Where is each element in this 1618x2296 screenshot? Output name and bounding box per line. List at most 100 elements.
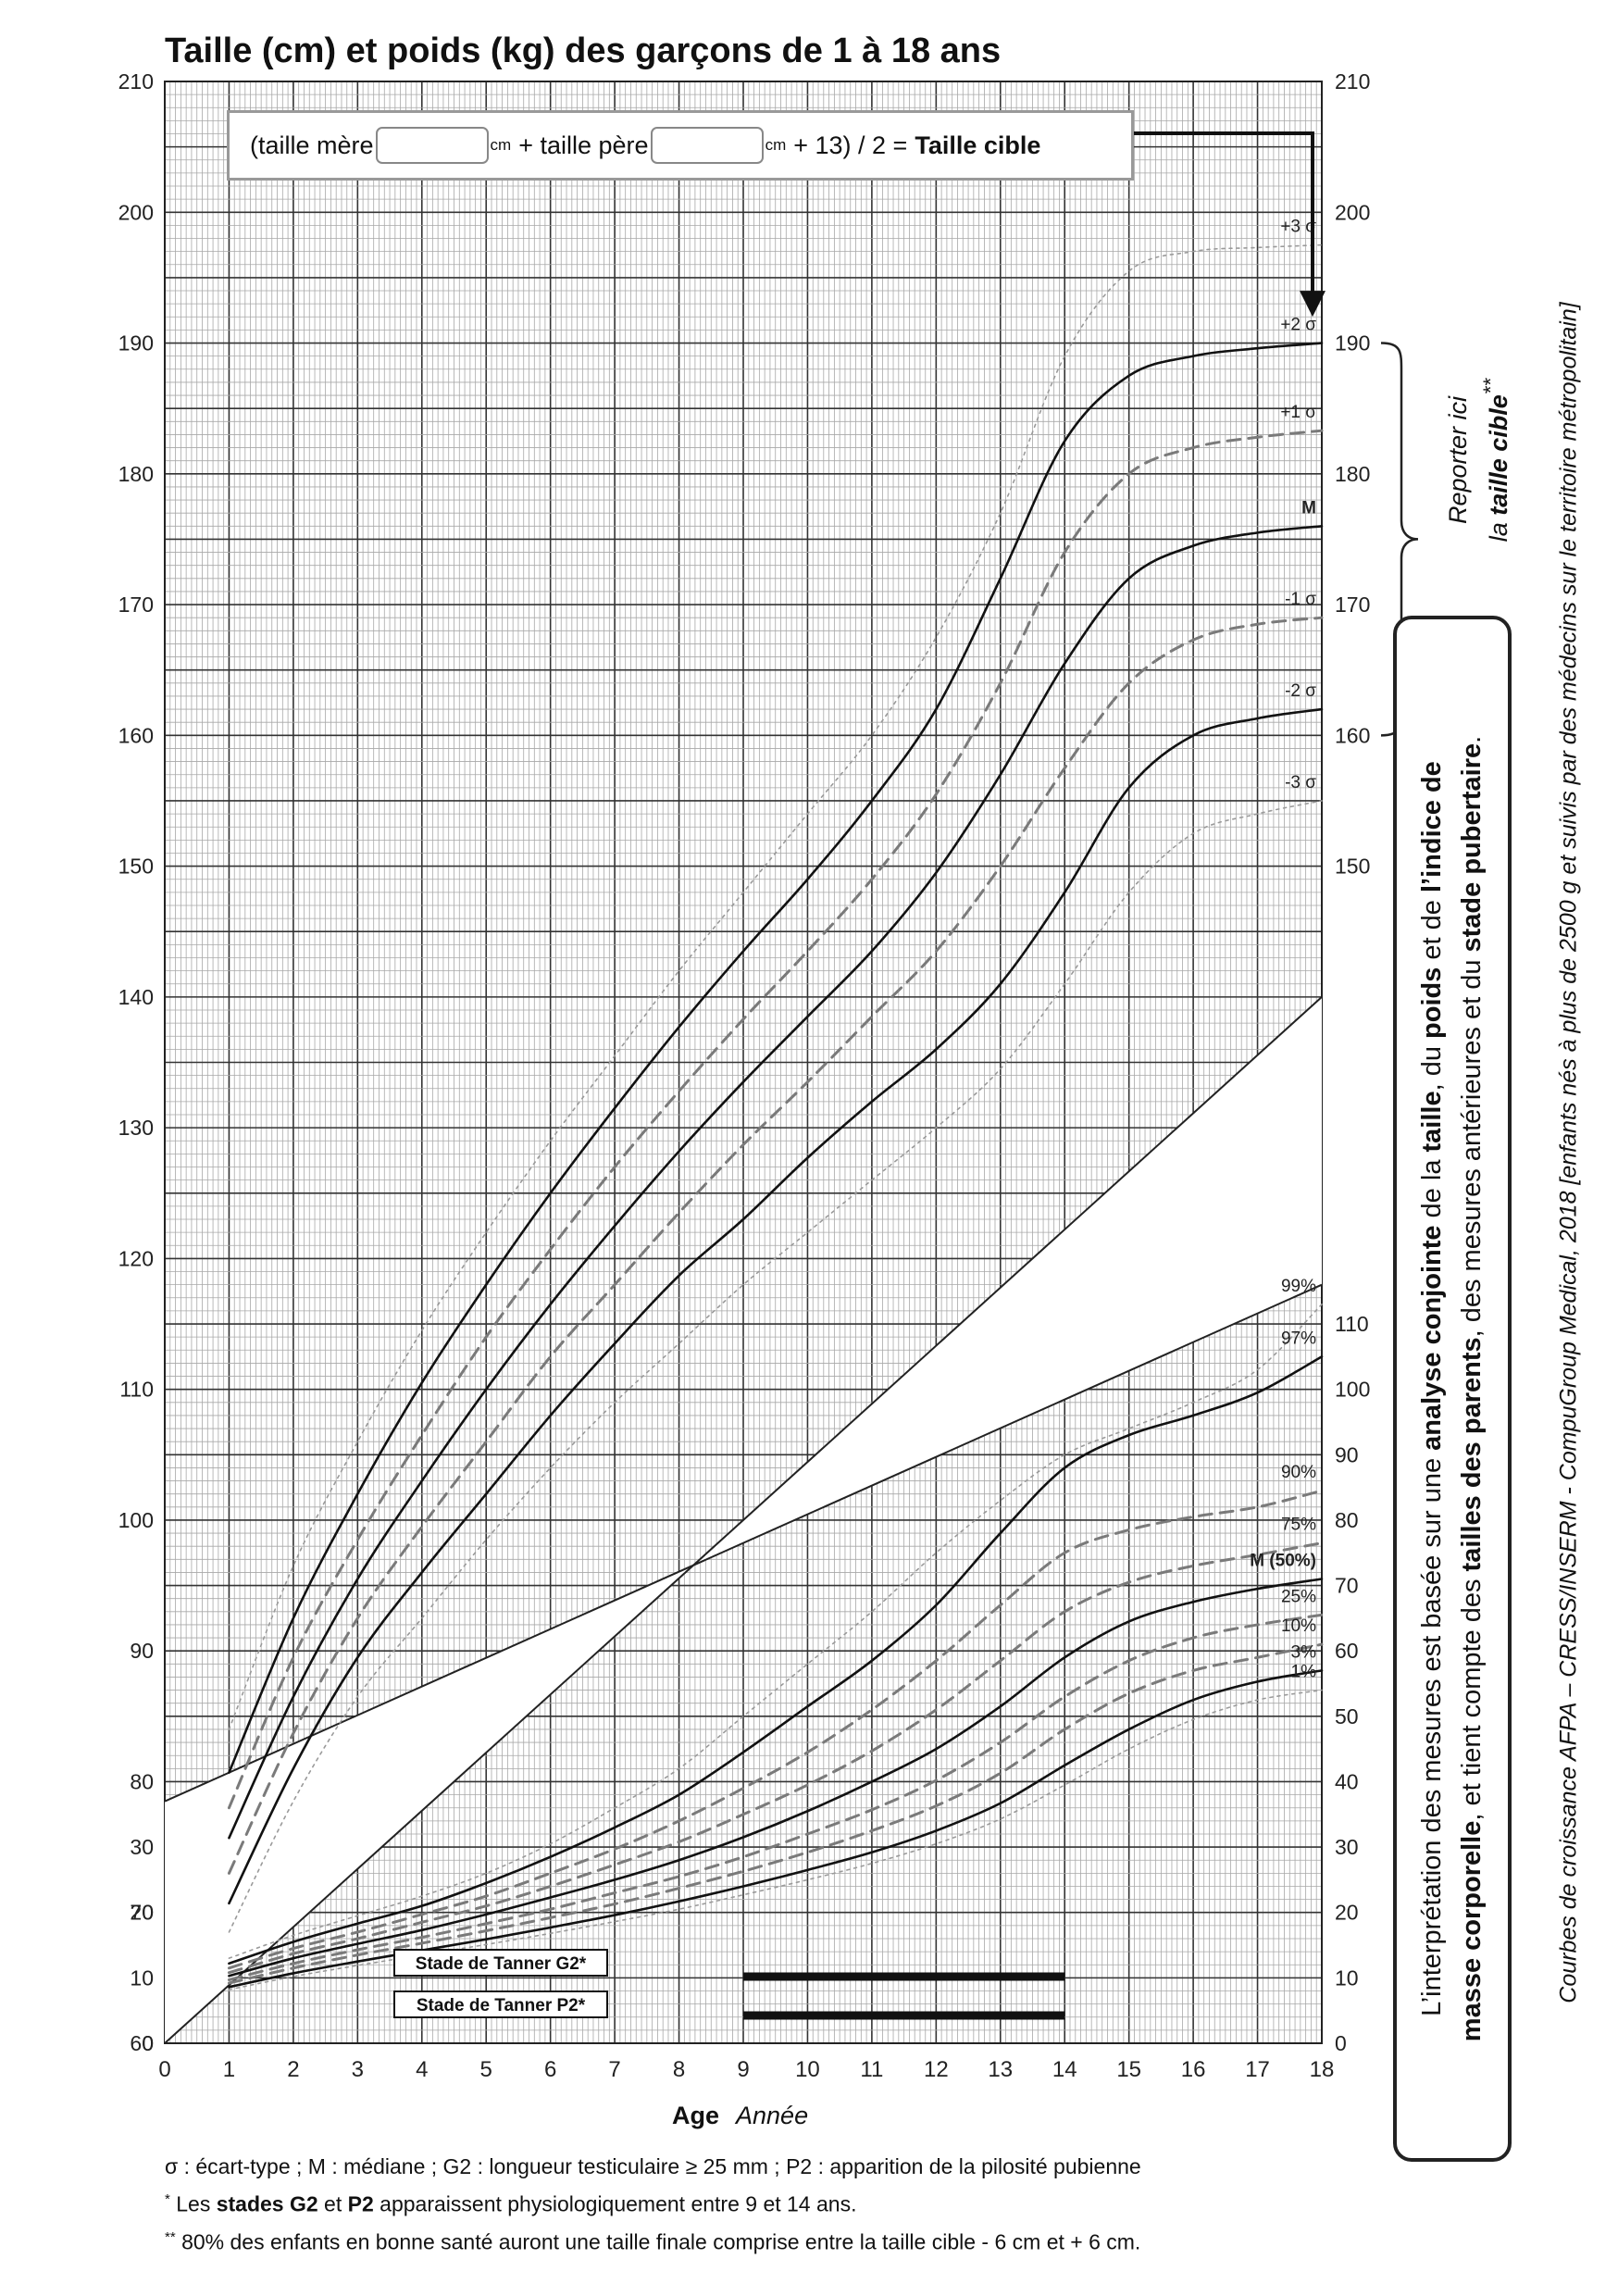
interpretation-line-1-part-5: poids — [1417, 967, 1447, 1039]
weight-curve-0 — [228, 1304, 1323, 1959]
x-tick-label: 10 — [795, 2057, 820, 2082]
footnote-2: * Les stades G2 et P2 apparaissent physi… — [165, 2183, 1141, 2221]
left-weight-tick-label: 10 — [130, 1965, 154, 1990]
separator-band-bottom — [164, 1283, 1323, 1803]
left-height-tick-label: 110 — [119, 1378, 154, 1402]
weight-curve-5 — [227, 1613, 1324, 1981]
footnote-2-c: et — [317, 2191, 348, 2216]
x-tick-label: 16 — [1181, 2057, 1206, 2082]
interpretation-box: L’interprétation des mesures est basée s… — [1393, 616, 1512, 2162]
x-tick-label: 18 — [1310, 2057, 1335, 2082]
separator-band — [164, 996, 1323, 2044]
left-height-tick-label: 80 — [130, 1769, 154, 1793]
interpretation-line-2-part-0: masse corporelle — [1457, 1820, 1487, 2042]
left-weight-tick-label: 20 — [130, 1901, 154, 1925]
right-weight-tick-label: 110 — [1335, 1312, 1369, 1336]
target-height-formula: (taille mère cm + taille père cm + 13) /… — [227, 110, 1134, 181]
report-line-2-bold: taille cible — [1485, 394, 1512, 516]
left-height-tick-label: 120 — [118, 1246, 154, 1270]
weight-curve-label-7: 3% — [1291, 1642, 1317, 1662]
weight-curve-label-5: 25% — [1281, 1587, 1316, 1606]
interpretation-line-2-part-3: , des mesures antérieures et du — [1457, 952, 1487, 1338]
footnotes: σ : écart-type ; M : médiane ; G2 : long… — [165, 2151, 1141, 2258]
x-tick-label: 14 — [1052, 2057, 1077, 2082]
formula-rest: + 13) / 2 = — [793, 131, 908, 159]
father-height-field[interactable] — [650, 127, 764, 164]
interpretation-line-1-part-6: et de — [1417, 892, 1447, 967]
page-title: Taille (cm) et poids (kg) des garçons de… — [165, 31, 1002, 70]
left-height-tick-label: 90 — [130, 1639, 154, 1663]
footnote-3: ** 80% des enfants en bonne santé auront… — [165, 2221, 1141, 2259]
height-curve-3 — [228, 525, 1324, 1840]
left-height-tick-label: 60 — [130, 2031, 154, 2055]
x-tick-label: 15 — [1116, 2057, 1141, 2082]
height-curve-label-4: -1 σ — [1285, 590, 1316, 609]
weight-curve-3 — [227, 1541, 1324, 1975]
source-note: Courbes de croissance AFPA – CRESS/INSER… — [1555, 302, 1582, 2003]
x-tick-label: 17 — [1245, 2057, 1270, 2082]
right-weight-tick-label: 100 — [1335, 1378, 1370, 1402]
report-line-2-sup: ** — [1479, 378, 1502, 395]
left-height-tick-label: 160 — [118, 723, 154, 747]
right-weight-tick-label: 50 — [1335, 1704, 1359, 1728]
right-height-tick-label: 170 — [1335, 593, 1370, 617]
footnote-2-d: apparaissent physiologiquement entre 9 e… — [373, 2191, 857, 2216]
curve-labels: +3 σ +2 σ +1 σ M -1 σ -2 σ -3 σ 99% 97% 90% 75% M (… — [1250, 218, 1316, 1682]
x-tick-label: 0 — [158, 2057, 170, 2082]
interpretation-line-1-part-0: L’interprétation des mesures est basée s… — [1417, 1450, 1447, 2016]
right-height-tick-label: 160 — [1335, 723, 1370, 747]
x-tick-label: 11 — [860, 2057, 883, 2082]
x-tick-label: 6 — [544, 2057, 556, 2082]
right-weight-tick-label: 30 — [1335, 1835, 1359, 1859]
interpretation-line-1-part-3: taille — [1417, 1091, 1447, 1153]
weight-curve-6 — [227, 1642, 1324, 1985]
left-height-tick-label: 210 — [118, 69, 154, 94]
interpretation-line-2-part-5: . — [1457, 735, 1487, 743]
formula-target-label: Taille cible — [915, 131, 1041, 159]
left-height-tick-label: 140 — [118, 985, 154, 1009]
formula-unit-1: cm — [490, 136, 512, 154]
weight-curve-label-1: 97% — [1281, 1329, 1316, 1348]
year-label: Année — [736, 2102, 809, 2129]
height-curve-label-3: M — [1301, 498, 1316, 518]
footnote-3-text: 80% des enfants en bonne santé auront un… — [175, 2229, 1141, 2254]
x-tick-label: 7 — [608, 2057, 620, 2082]
mother-height-field[interactable] — [375, 127, 489, 164]
footnote-1: σ : écart-type ; M : médiane ; G2 : long… — [165, 2154, 1141, 2178]
interpretation-line-2: masse corporelle, et tient compte des ta… — [1452, 630, 1492, 2148]
x-tick-label: 13 — [988, 2057, 1013, 2082]
right-weight-tick-label: 90 — [1335, 1442, 1359, 1466]
target-arrow-head — [1300, 291, 1326, 318]
x-tick-label: 12 — [924, 2057, 949, 2082]
right-height-tick-label: 190 — [1335, 331, 1370, 356]
formula-open: (taille mère — [250, 131, 374, 159]
footnote-2-b1: stades G2 — [216, 2191, 318, 2216]
left-height-tick-label: 180 — [118, 462, 154, 486]
height-curve-label-6: -3 σ — [1285, 773, 1316, 792]
footnote-2-a: Les — [169, 2191, 217, 2216]
growth-curves — [227, 243, 1324, 1990]
report-line-2-prefix: la — [1485, 515, 1512, 543]
right-weight-tick-label: 80 — [1335, 1508, 1359, 1532]
height-curve-1 — [228, 342, 1324, 1774]
weight-curve-label-8: 1% — [1291, 1663, 1317, 1682]
formula-unit-2: cm — [765, 136, 787, 154]
weight-curve-label-6: 10% — [1281, 1616, 1316, 1636]
formula-plus: + taille père — [518, 131, 649, 159]
height-curve-label-2: +1 σ — [1280, 403, 1316, 422]
footnote-2-b2: P2 — [347, 2191, 374, 2216]
height-curve-label-1: +2 σ — [1280, 316, 1316, 335]
height-curve-label-5: -2 σ — [1285, 681, 1316, 701]
right-height-tick-label: 210 — [1335, 69, 1370, 94]
height-curve-4 — [227, 616, 1324, 1875]
left-weight-tick-label: 30 — [130, 1835, 154, 1859]
weight-curve-4 — [228, 1578, 1324, 1978]
left-height-tick-label: 100 — [118, 1508, 154, 1532]
interpretation-line-1-part-7: l’indice de — [1417, 761, 1447, 892]
x-tick-label: 3 — [352, 2057, 364, 2082]
interpretation-text: L’interprétation des mesures est basée s… — [1413, 630, 1492, 2148]
weight-curve-label-3: 75% — [1281, 1516, 1316, 1535]
weight-curve-1 — [228, 1355, 1324, 1965]
right-weight-tick-label: 60 — [1335, 1639, 1359, 1663]
